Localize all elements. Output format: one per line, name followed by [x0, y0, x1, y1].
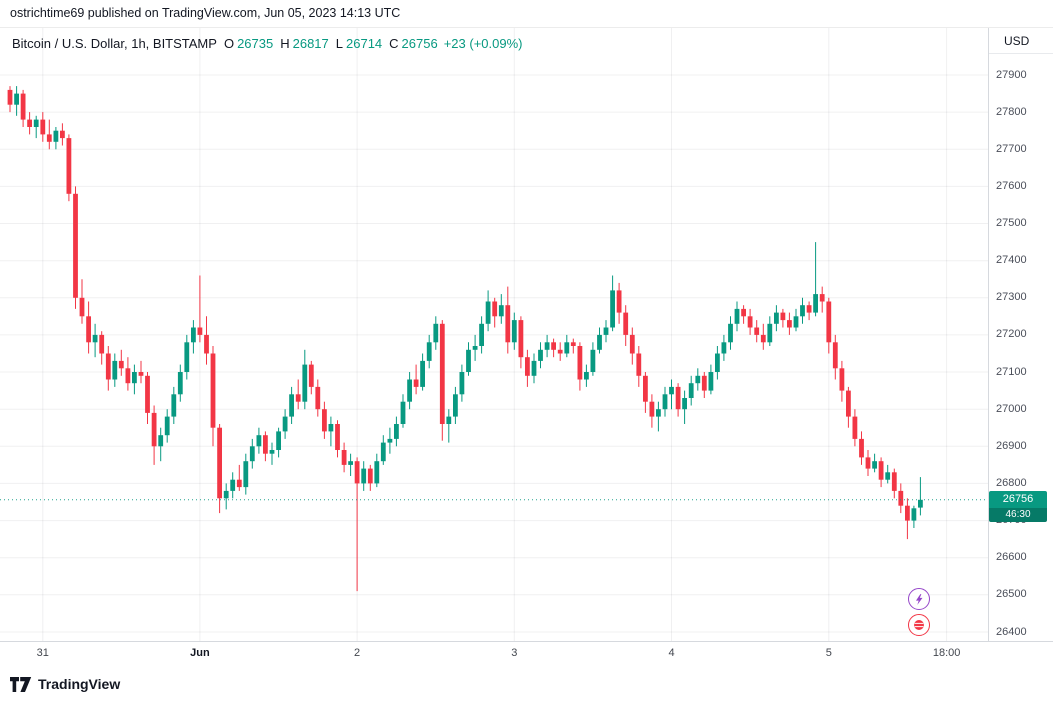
price-tick-label: 27900	[996, 68, 1027, 81]
price-tick-label: 27600	[996, 179, 1027, 192]
price-tick-label: 26500	[996, 588, 1027, 601]
footer: TradingView	[0, 666, 1053, 702]
price-tick-label: 27000	[996, 402, 1027, 415]
ohlc-open-label: O	[223, 36, 235, 51]
ohlc-close-value: 26756	[401, 36, 438, 51]
time-tick-label: 4	[668, 647, 675, 659]
last-price-value: 26756	[989, 490, 1047, 508]
ohlc-low-value: 26714	[346, 36, 383, 51]
chart-area[interactable]: Bitcoin / U.S. Dollar, 1h, BITSTAMP O 2673…	[0, 28, 1053, 667]
ohlc-close-label: C	[389, 36, 399, 51]
ohlc-high-label: H	[280, 36, 290, 51]
price-axis-labels: 27900 27800 27700 27600 27500 27400 27300 27200…	[989, 28, 1053, 641]
candles-svg[interactable]	[0, 28, 988, 641]
ohlc-high-value: 26817	[292, 36, 329, 51]
time-axis[interactable]: 31 Jun 2 3 4 5 18:00	[0, 641, 1053, 667]
price-tick-label: 26800	[996, 476, 1027, 489]
price-tick-label: 26600	[996, 551, 1027, 564]
price-tick-label: 27200	[996, 328, 1027, 341]
attribution-text: ostrichtime69 published on TradingView.c…	[0, 0, 1053, 28]
tradingview-logo[interactable]: TradingView	[10, 676, 120, 692]
price-tick-label: 27800	[996, 105, 1027, 118]
last-price-badge: 26756 46:30	[989, 490, 1047, 522]
price-tick-label: 27700	[996, 142, 1027, 155]
price-axis[interactable]: USD 27900 27800 27700 27600 27500 27400 27300 2…	[988, 28, 1053, 641]
tradingview-logo-text: TradingView	[38, 676, 121, 692]
time-tick-label: 5	[825, 647, 832, 659]
price-tick-label: 26400	[996, 625, 1027, 638]
striped-ball-icon	[914, 620, 924, 630]
price-tick-label: 26900	[996, 439, 1027, 452]
price-tick-label: 27400	[996, 254, 1027, 267]
bar-countdown: 46:30	[989, 507, 1047, 522]
chart-legend: Bitcoin / U.S. Dollar, 1h, BITSTAMP O 2673…	[12, 36, 522, 51]
time-tick-label: 31	[36, 647, 49, 659]
time-tick-label: 18:00	[932, 647, 961, 659]
price-tick-label: 27100	[996, 365, 1027, 378]
price-tick-label: 27300	[996, 291, 1027, 304]
lightning-bubble-button[interactable]	[908, 588, 930, 610]
time-tick-label: Jun	[190, 647, 210, 659]
ohlc-low-label: L	[335, 36, 343, 51]
striped-ball-bubble-button[interactable]	[908, 614, 930, 636]
price-tick-label: 27500	[996, 217, 1027, 229]
change-value: +23 (+0.09%)	[443, 36, 523, 51]
symbol-title[interactable]: Bitcoin / U.S. Dollar, 1h, BITSTAMP	[12, 36, 217, 51]
currency-label: USD	[989, 28, 1053, 54]
lightning-icon	[915, 593, 922, 605]
tradingview-logo-icon	[10, 676, 32, 692]
time-tick-label: 2	[354, 647, 361, 659]
ohlc-open-value: 26735	[237, 36, 274, 51]
time-tick-label: 3	[511, 647, 518, 659]
